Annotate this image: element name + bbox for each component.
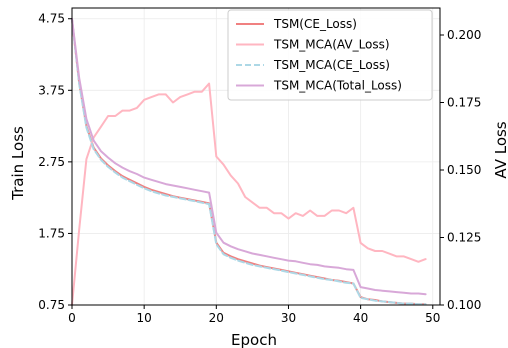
y-tick-label-left: 1.75 — [38, 226, 65, 240]
x-axis: 0 10 20 30 40 50 — [68, 305, 440, 325]
legend-box — [227, 9, 433, 101]
x-tick-label: 20 — [209, 311, 224, 325]
legend-label: TSM_MCA(Total_Loss) — [273, 79, 402, 93]
legend: TSM(CE_Loss) TSM_MCA(AV_Loss) TSM_MCA(CE_L… — [227, 9, 433, 101]
y-axis-label-right: AV Loss — [492, 121, 508, 178]
series-line-tsm-mca-ce-loss — [71, 18, 427, 306]
y-tick-label-left: 3.75 — [38, 83, 65, 97]
y-tick-label-left: 4.75 — [38, 12, 65, 26]
y-tick-label-right: 0.100 — [447, 298, 481, 312]
y-tick-label-right: 0.150 — [447, 163, 481, 177]
legend-label: TSM_MCA(AV_Loss) — [273, 38, 390, 52]
y-tick-label-left: 2.75 — [38, 155, 65, 169]
y-tick-label-right: 0.175 — [447, 96, 481, 110]
x-axis-label: Epoch — [231, 331, 277, 348]
x-tick-label: 40 — [353, 311, 368, 325]
y-tick-label-left: 0.75 — [38, 298, 65, 312]
y-axis-right: 0.100 0.125 0.150 0.175 0.200 — [440, 28, 481, 312]
series-line-tsm-mca-total-loss — [71, 17, 427, 296]
y-tick-label-right: 0.200 — [447, 28, 481, 42]
legend-label: TSM(CE_Loss) — [273, 17, 357, 31]
y-tick-label-right: 0.125 — [447, 231, 481, 245]
y-axis-label-left: Train Loss — [9, 126, 27, 201]
x-tick-label: 0 — [68, 311, 76, 325]
legend-label: TSM_MCA(CE_Loss) — [273, 58, 390, 72]
plot-frame — [71, 7, 441, 306]
x-tick-label: 30 — [281, 311, 296, 325]
series-line-tsm-mca-av-loss — [71, 82, 427, 306]
series-lines — [71, 17, 427, 306]
y-axis-left: 0.75 1.75 2.75 3.75 4.75 — [38, 12, 72, 312]
x-tick-label: 50 — [425, 311, 440, 325]
x-tick-label: 10 — [137, 311, 152, 325]
